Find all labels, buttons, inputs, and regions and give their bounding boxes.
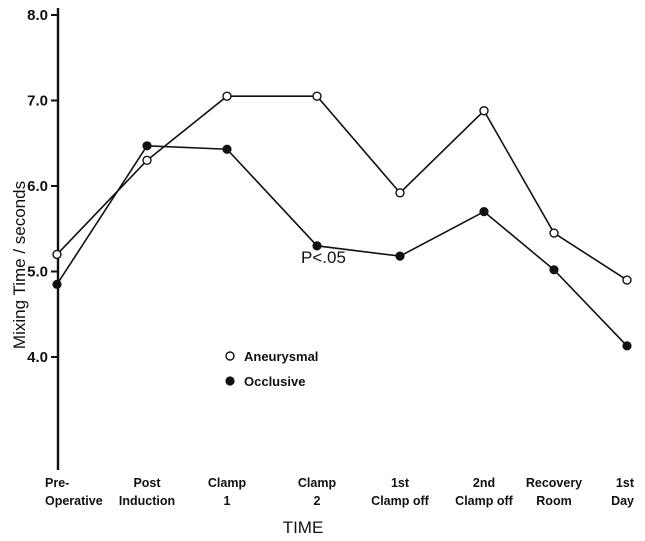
x-tick-label: 1st <box>616 476 635 490</box>
x-tick-label: Clamp <box>298 476 337 490</box>
data-point-aneurysmal <box>549 228 559 238</box>
x-tick-label: Clamp <box>208 476 247 490</box>
data-point-aneurysmal <box>222 91 232 101</box>
legend: Aneurysmal Occlusive <box>225 349 318 389</box>
x-tick-label: Pre- <box>45 476 69 490</box>
legend-label-occlusive: Occlusive <box>244 374 305 389</box>
x-tick-label: Post <box>133 476 161 490</box>
x-tick-label: Day <box>611 494 634 508</box>
series-line-aneurysmal <box>56 95 628 281</box>
data-point-occlusive <box>312 241 322 251</box>
data-point-occlusive <box>395 251 405 261</box>
y-tick-label: 4.0 <box>27 349 48 366</box>
series-line-occlusive <box>56 144 628 347</box>
data-point-aneurysmal <box>142 155 152 166</box>
x-tick-label: 1st <box>391 476 410 490</box>
x-tick-labels: Pre- Operative Post Induction Clamp 1 Clamp 2 1s… <box>45 476 635 508</box>
x-tick-label: Clamp off <box>455 494 513 508</box>
data-points <box>52 91 632 351</box>
x-axis-title: TIME <box>283 518 324 537</box>
data-point-aneurysmal <box>52 249 62 260</box>
data-point-occlusive <box>52 279 62 289</box>
x-tick-label: Clamp off <box>371 494 429 508</box>
data-point-aneurysmal <box>479 106 489 116</box>
series-lines <box>56 95 628 347</box>
y-tick-label: 7.0 <box>27 93 48 110</box>
significance-annotation: P<.05 <box>301 248 346 267</box>
y-tick-label: 6.0 <box>27 178 48 195</box>
y-tick-label: 8.0 <box>27 7 48 24</box>
x-tick-label: Induction <box>119 494 175 508</box>
data-point-aneurysmal <box>395 188 405 198</box>
data-point-occlusive <box>142 141 152 151</box>
data-point-occlusive <box>549 265 559 275</box>
legend-label-aneurysmal: Aneurysmal <box>244 349 318 364</box>
legend-marker-aneurysmal <box>225 351 235 361</box>
y-ticks: 4.0 5.0 6.0 7.0 8.0 <box>27 7 58 366</box>
data-point-aneurysmal <box>312 91 322 101</box>
legend-marker-occlusive <box>225 376 235 386</box>
data-point-occlusive <box>222 144 232 154</box>
x-tick-label: Room <box>536 494 571 508</box>
x-tick-label: 2nd <box>473 476 495 490</box>
data-point-occlusive <box>479 207 489 217</box>
y-tick-label: 5.0 <box>27 264 48 281</box>
data-point-aneurysmal <box>622 275 632 285</box>
x-tick-label: Operative <box>45 494 103 508</box>
x-tick-label: Recovery <box>526 476 582 490</box>
y-axis-title: Mixing Time / seconds <box>10 181 29 349</box>
x-tick-label: 1 <box>224 494 231 508</box>
data-point-occlusive <box>622 341 632 351</box>
x-tick-label: 2 <box>314 494 321 508</box>
